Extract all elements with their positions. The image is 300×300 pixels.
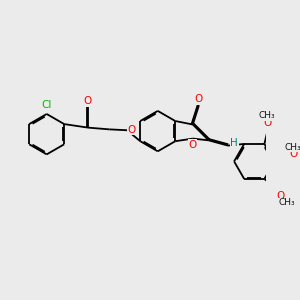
Text: CH₃: CH₃ [278, 198, 295, 207]
Text: CH₃: CH₃ [285, 143, 300, 152]
Text: O: O [189, 140, 197, 150]
Text: Cl: Cl [41, 100, 52, 110]
Text: H: H [230, 138, 238, 148]
Text: O: O [263, 118, 271, 128]
Text: O: O [290, 149, 298, 159]
Text: O: O [195, 94, 203, 104]
Text: O: O [84, 96, 92, 106]
Text: O: O [128, 125, 136, 135]
Text: O: O [276, 190, 284, 201]
Text: CH₃: CH₃ [259, 111, 275, 120]
